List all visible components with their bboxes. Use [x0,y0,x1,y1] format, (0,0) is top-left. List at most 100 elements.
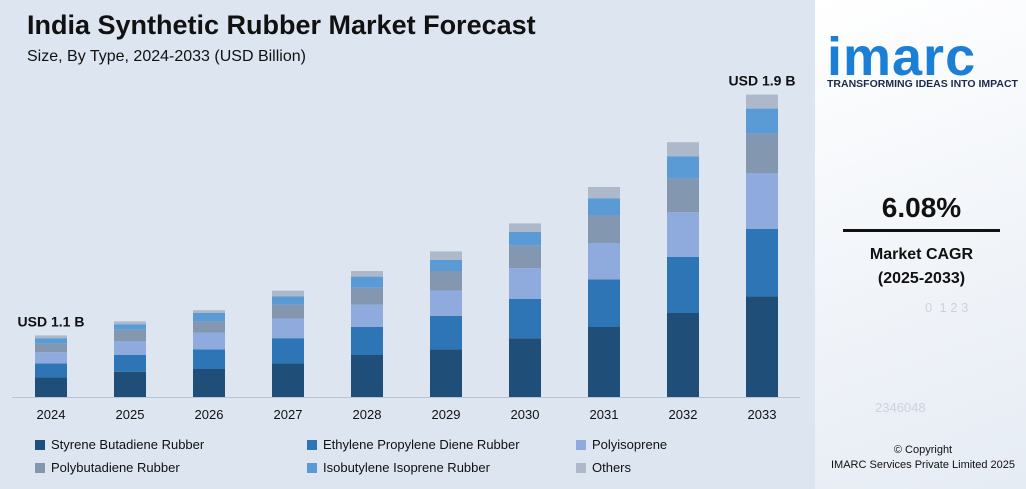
bar-segment [193,369,225,397]
bar-segment [588,187,620,199]
bar-segment [114,355,146,372]
bar-segment [272,363,304,397]
legend-swatch [35,462,45,473]
bar-segment [193,313,225,322]
bar-segment [667,178,699,213]
brand-tagline: TRANSFORMING IDEAS INTO IMPACT [827,78,1018,90]
bar-segment [588,198,620,215]
bar-segment [35,343,67,353]
bar-segment [746,229,778,297]
bar-segment [351,271,383,277]
legend-item: Polybutadiene Rubber [35,460,180,475]
cagr-label-line2: (2025-2033) [877,270,966,287]
x-tick-label: 2031 [590,407,619,422]
bar-segment [272,304,304,319]
bar-segment [509,245,541,269]
bar-segment [509,268,541,299]
bar-segment [35,363,67,378]
legend-swatch [307,462,317,473]
brand-panel: 0 1 2 3 2346048 [815,0,1026,489]
bar-segment [193,332,225,350]
bar-segment [272,296,304,305]
bar-segment [746,296,778,397]
bar-segment [509,338,541,397]
legend-item: Ethylene Propylene Diene Rubber [307,437,520,452]
x-tick-label: 2026 [195,407,224,422]
watermark-text: 0 1 2 3 [925,300,969,315]
legend-swatch [576,439,586,450]
bar-segment [430,290,462,316]
legend-label: Isobutylene Isoprene Rubber [323,460,490,475]
bar-segment [588,243,620,280]
legend-item: Isobutylene Isoprene Rubber [307,460,490,475]
bar-segment [114,324,146,330]
x-tick-label: 2024 [37,407,66,422]
page-subtitle: Size, By Type, 2024-2033 (USD Billion) [27,48,306,65]
legend-swatch [35,439,45,450]
bar-segment [746,173,778,229]
x-tick-label: 2025 [116,407,145,422]
legend-label: Ethylene Propylene Diene Rubber [323,437,520,452]
bar-segment [509,223,541,232]
stacked-bar-chart: 2024 USD 1.1 B 2025 2026 2027 2028 2029 2030 203… [12,73,800,422]
bar-segment [746,133,778,173]
legend-item: Others [576,460,631,475]
legend-swatch [307,439,317,450]
x-tick-label: 2029 [432,407,461,422]
imarc-logo: imarc [827,27,977,87]
x-tick-label: 2027 [274,407,303,422]
x-tick-label: 2032 [669,407,698,422]
company-line: IMARC Services Private Limited 2025 [830,459,1015,471]
bar-segment [430,349,462,397]
bar-segment [509,231,541,246]
bar-segment [193,310,225,313]
total-data-label: USD 1.9 B [729,73,796,89]
watermark-text: 2346048 [875,400,926,415]
bar-segment [114,341,146,355]
legend-item: Polyisoprene [576,437,667,452]
bar-segment [193,349,225,369]
bar-segment [351,327,383,355]
bar-segment [667,257,699,313]
bar-segment [351,287,383,305]
bar-segment [351,304,383,327]
bar-segment [588,279,620,327]
bar-segment [588,327,620,397]
bar-segment [430,315,462,350]
x-tick-label: 2030 [511,407,540,422]
bar-segment [114,371,146,397]
cagr-divider [843,229,1000,232]
bar-segment [430,259,462,271]
bar-segment [351,276,383,288]
x-tick-label: 2028 [353,407,382,422]
cagr-label: Market CAGR (2025-2033) [843,243,1000,291]
copyright-line: © Copyright [893,444,953,456]
bar-segment [667,156,699,179]
cagr-value: 6.08% [881,192,962,223]
legend-label: Styrene Butadiene Rubber [51,437,205,452]
bar-segment [667,313,699,397]
legend-swatch [576,462,586,473]
bar-segment [272,338,304,364]
bar-segment [272,290,304,297]
x-tick-label: 2033 [748,407,777,422]
bar-segment [351,355,383,397]
total-data-label: USD 1.1 B [18,313,85,329]
bar-segment [35,352,67,364]
bar-segment [667,142,699,157]
bar-segment [35,335,67,339]
bar-segment [114,321,146,325]
legend-label: Polyisoprene [592,437,668,452]
page-title: India Synthetic Rubber Market Forecast [27,10,536,40]
bar-segment [588,215,620,243]
bar-segment [193,321,225,333]
cagr-label-line1: Market CAGR [869,246,974,263]
bar-segment [746,94,778,109]
legend-label: Polybutadiene Rubber [51,460,180,475]
bar-segment [272,318,304,339]
bar-segment [509,299,541,339]
legend-item: Styrene Butadiene Rubber [35,437,204,452]
bar-segment [430,251,462,260]
bar-segment [35,338,67,344]
